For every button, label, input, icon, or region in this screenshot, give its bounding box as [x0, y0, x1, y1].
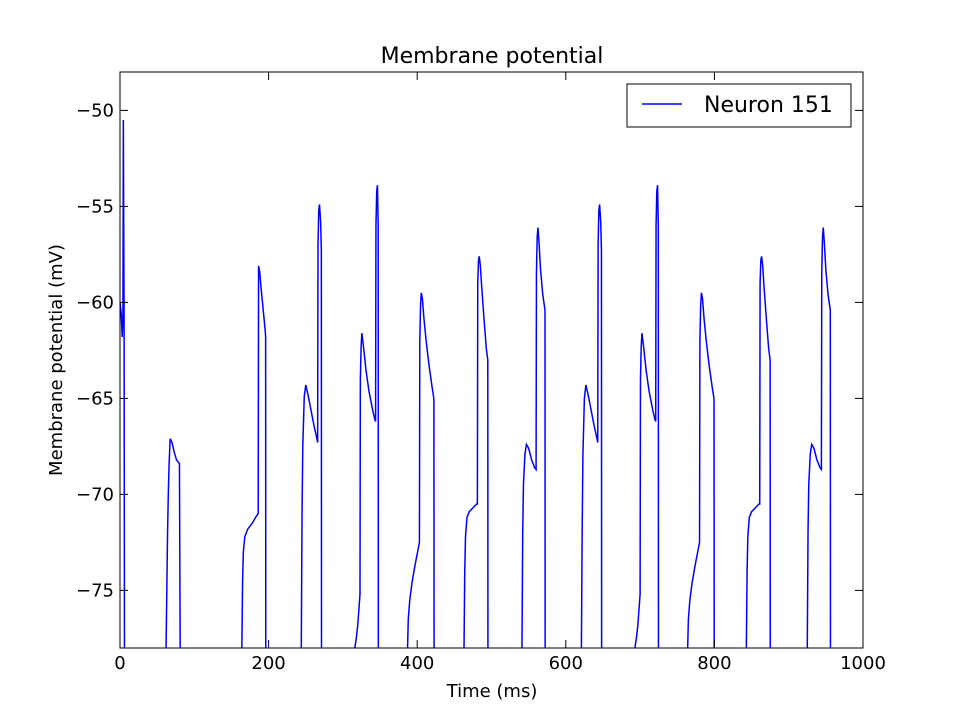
y-tick-label: −55 — [76, 196, 114, 217]
plot-frame — [119, 71, 864, 649]
series-0-trace-segment-6 — [463, 256, 489, 648]
series-0-trace-segment-12 — [806, 227, 832, 648]
series-0-trace-segment-8 — [580, 204, 603, 648]
series-0-trace-segment-10 — [686, 292, 715, 648]
series-0-trace-segment-1 — [165, 438, 181, 648]
y-tick-label: −75 — [76, 580, 114, 601]
chart-title: Membrane potential — [381, 44, 604, 69]
series-0-trace-segment-7 — [521, 227, 546, 648]
y-tick-label: −65 — [76, 388, 114, 409]
x-axis-label: Time (ms) — [446, 681, 538, 702]
series-0-trace-segment-0 — [120, 119, 126, 648]
series-layer — [120, 119, 832, 648]
series-0-trace-segment-4 — [354, 185, 380, 648]
series-0-trace-segment-2 — [241, 265, 267, 648]
y-tick-label: −60 — [76, 292, 114, 313]
y-tick-label: −50 — [76, 100, 114, 121]
legend: Neuron 151 — [626, 83, 852, 128]
y-tick-label: −70 — [76, 484, 114, 505]
y-axis-label: Membrane potential (mV) — [46, 244, 67, 476]
series-0-trace-segment-9 — [634, 185, 660, 648]
series-0-trace-segment-3 — [300, 204, 323, 648]
x-tick-label: 600 — [549, 653, 583, 674]
tick-labels-layer: 0 200 400 600 800 1000 −75 −70 −65 −60 −55 −50 — [76, 100, 886, 674]
series-0-trace-segment-11 — [745, 256, 772, 648]
ticks-layer — [119, 72, 864, 648]
x-tick-label: 200 — [251, 653, 285, 674]
legend-label: Neuron 151 — [704, 93, 833, 118]
x-tick-label: 1000 — [840, 653, 886, 674]
series-0-trace-segment-5 — [406, 292, 435, 648]
legend-box — [626, 83, 852, 128]
x-tick-label: 0 — [114, 653, 125, 674]
x-tick-label: 400 — [400, 653, 434, 674]
x-tick-label: 800 — [697, 653, 731, 674]
